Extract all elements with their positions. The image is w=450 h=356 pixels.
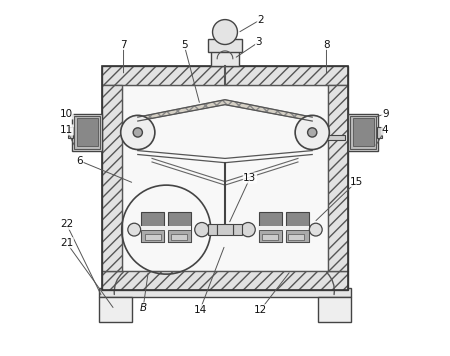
Circle shape: [295, 115, 329, 150]
Bar: [74, 116, 100, 149]
Text: 21: 21: [60, 238, 73, 248]
Bar: [217, 224, 233, 235]
Bar: [208, 224, 217, 235]
Circle shape: [212, 20, 238, 44]
Text: 11: 11: [60, 125, 73, 135]
Text: 22: 22: [60, 219, 73, 229]
Bar: [122, 135, 141, 140]
Bar: [262, 234, 279, 241]
Bar: [72, 114, 102, 151]
Circle shape: [309, 223, 322, 236]
Bar: [326, 135, 345, 140]
Text: 14: 14: [194, 305, 207, 315]
Bar: [353, 118, 374, 146]
Bar: [318, 297, 351, 322]
Circle shape: [133, 128, 142, 137]
Text: 5: 5: [181, 40, 187, 49]
Bar: [99, 288, 351, 297]
Bar: [212, 50, 239, 66]
Bar: [145, 234, 161, 241]
Bar: [233, 224, 242, 235]
Bar: [102, 85, 122, 271]
Bar: [99, 297, 132, 322]
Bar: [141, 226, 191, 232]
Circle shape: [195, 222, 209, 237]
Circle shape: [128, 223, 141, 236]
Text: 15: 15: [350, 177, 363, 187]
Circle shape: [308, 128, 317, 137]
Bar: [77, 118, 98, 146]
Text: 6: 6: [76, 156, 83, 166]
Bar: [102, 66, 348, 290]
Circle shape: [121, 115, 155, 150]
Bar: [259, 230, 282, 242]
Bar: [288, 234, 304, 241]
Bar: [259, 226, 309, 232]
Bar: [141, 211, 165, 242]
Bar: [285, 211, 309, 242]
Bar: [259, 211, 282, 242]
Text: B: B: [140, 303, 147, 313]
Text: 10: 10: [60, 109, 73, 119]
Bar: [168, 230, 191, 242]
Bar: [171, 234, 187, 241]
Bar: [168, 211, 191, 242]
Bar: [348, 114, 378, 151]
Circle shape: [241, 222, 255, 237]
Bar: [208, 39, 242, 52]
Polygon shape: [138, 100, 312, 121]
Bar: [141, 230, 165, 242]
Bar: [350, 116, 376, 149]
Bar: [122, 85, 328, 271]
Text: 8: 8: [323, 40, 330, 49]
Text: 4: 4: [382, 125, 388, 135]
Bar: [285, 230, 309, 242]
Bar: [102, 66, 348, 85]
Text: 12: 12: [254, 305, 267, 315]
Bar: [328, 85, 348, 271]
Text: 9: 9: [382, 109, 388, 119]
Text: 13: 13: [243, 173, 256, 183]
Text: 3: 3: [256, 37, 262, 47]
Bar: [68, 127, 72, 138]
Text: 7: 7: [120, 40, 127, 49]
Bar: [102, 271, 348, 290]
Bar: [378, 127, 382, 138]
Text: 2: 2: [257, 15, 264, 25]
